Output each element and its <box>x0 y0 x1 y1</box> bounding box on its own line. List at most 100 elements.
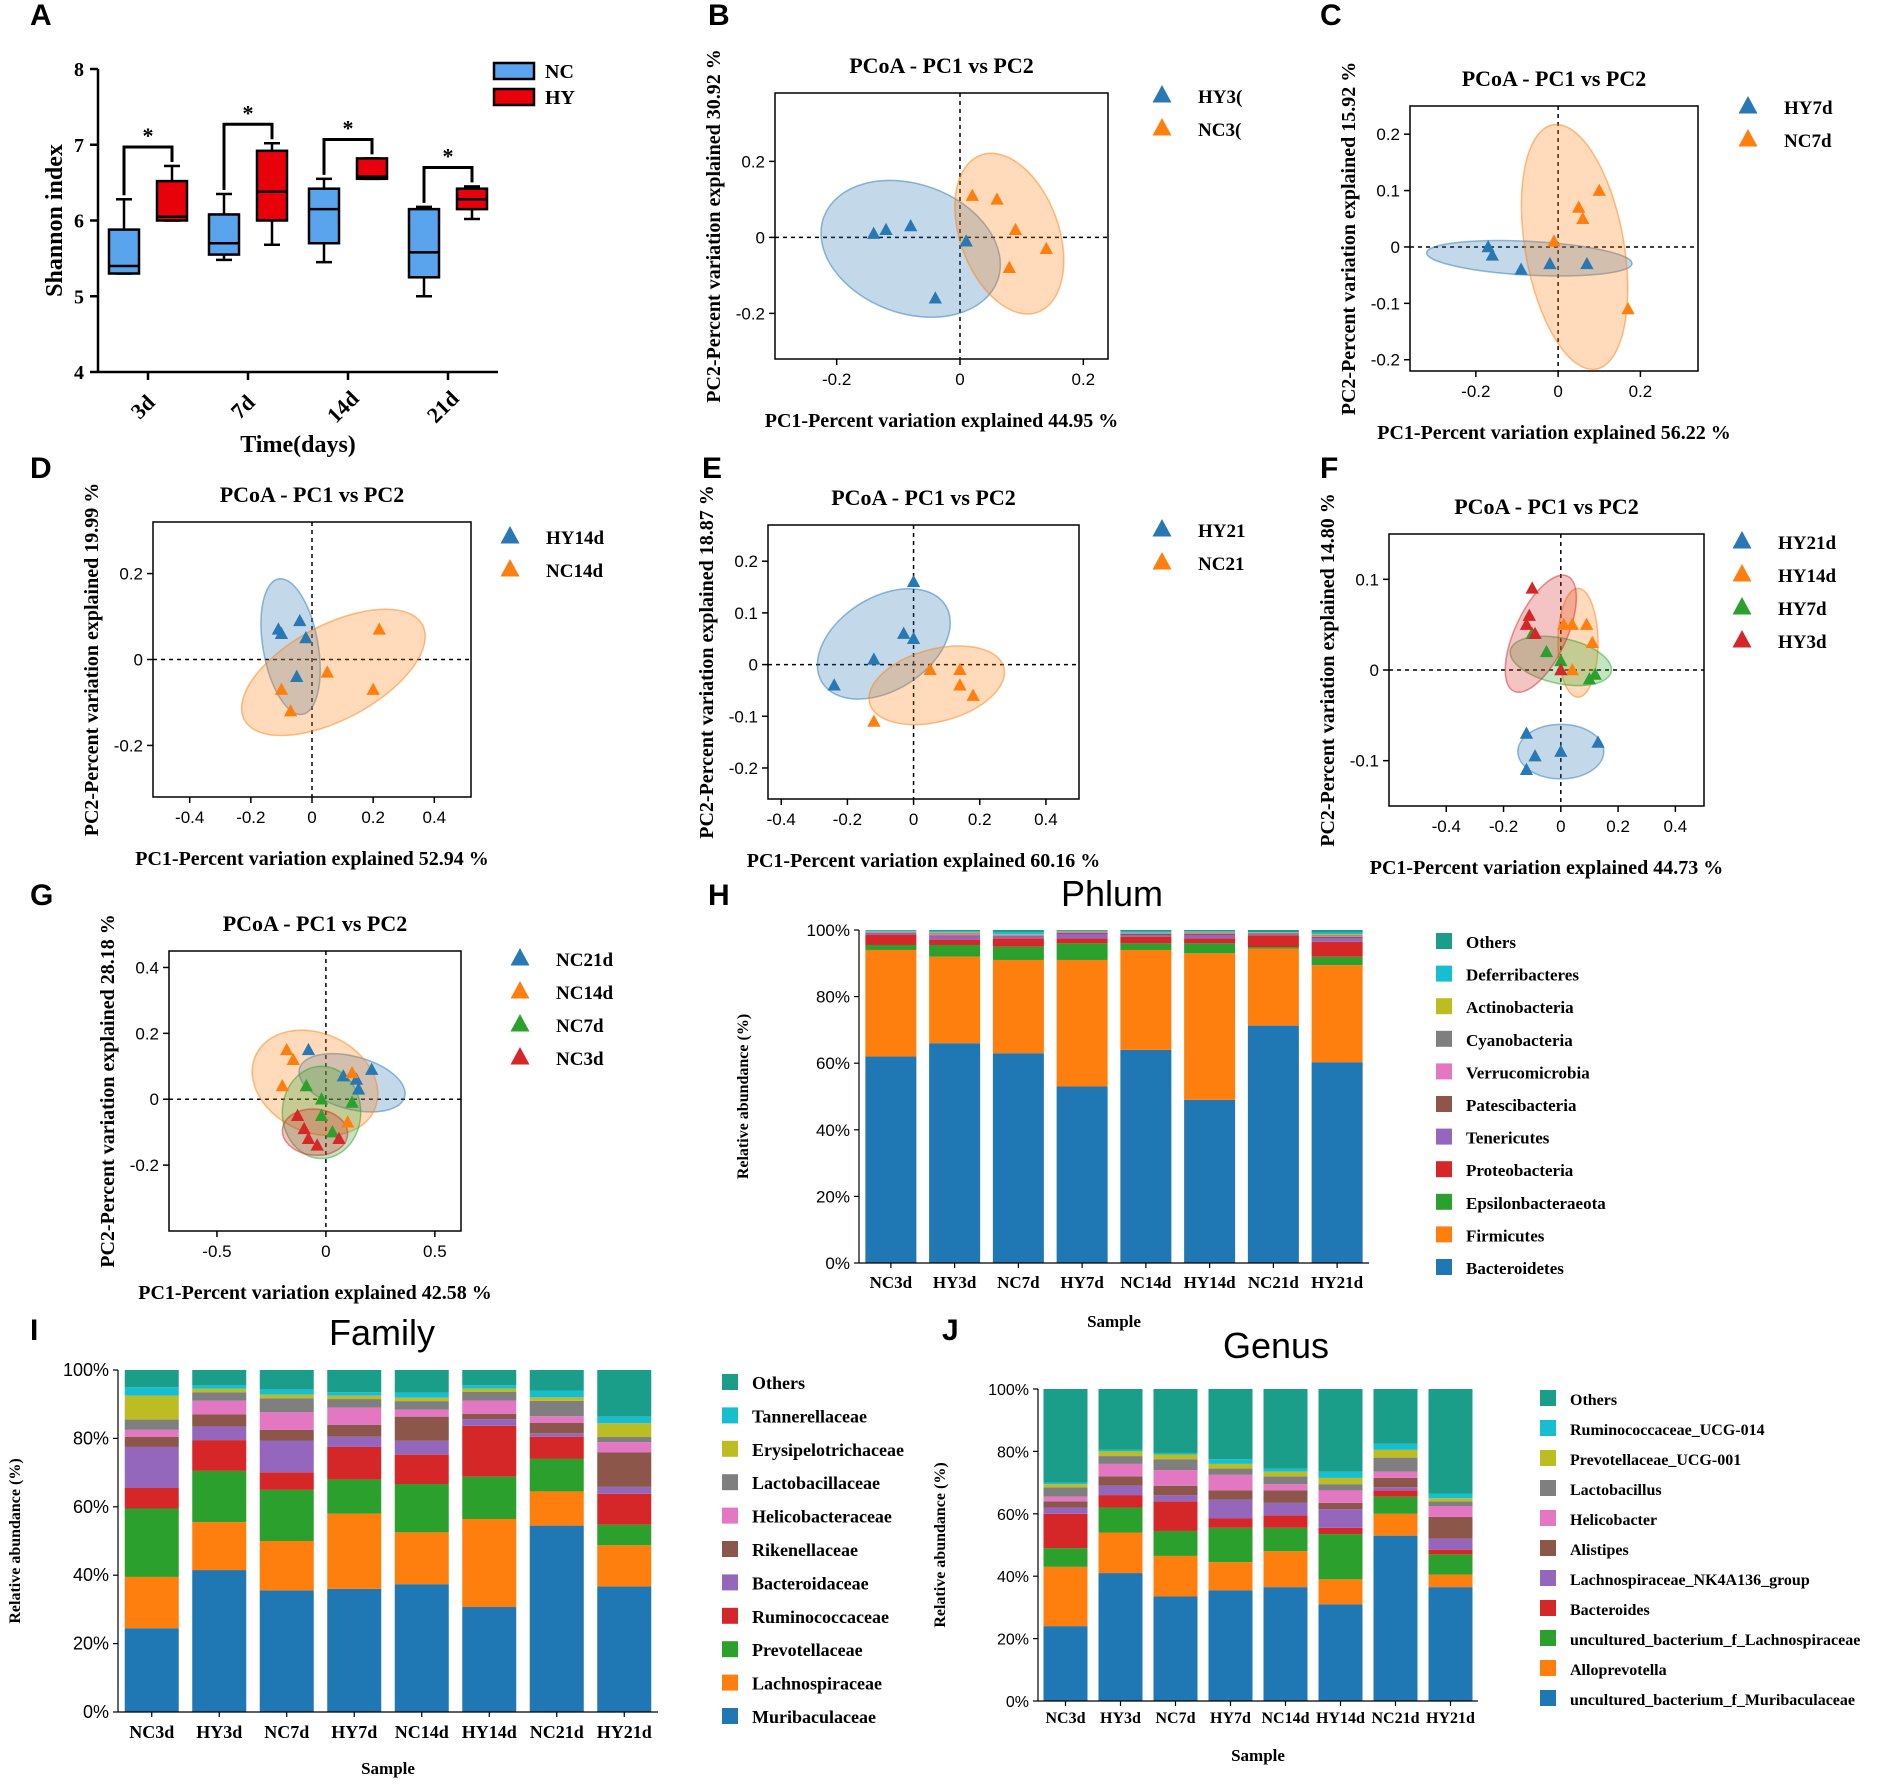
bar-segment <box>1056 930 1108 931</box>
legend-label: Lactobacillaceae <box>752 1473 880 1493</box>
x-axis-title: Sample <box>1231 1746 1285 1765</box>
legend-swatch <box>1436 1193 1452 1210</box>
y-axis-title: PC2-Percent variation explained 19.99 % <box>81 483 103 836</box>
panel-letter-h: H <box>708 879 730 912</box>
legend-label: NC <box>545 61 574 83</box>
x-tick-label: 0.4 <box>1034 810 1058 829</box>
bar-segment <box>462 1388 517 1393</box>
bar-segment <box>259 1398 314 1413</box>
legend-swatch <box>1540 1390 1556 1406</box>
bar-segment <box>1184 1099 1236 1263</box>
bar-segment <box>1373 1449 1418 1458</box>
legend-swatch <box>492 61 536 81</box>
bar-segment <box>462 1385 517 1389</box>
data-point <box>301 1131 316 1145</box>
bar-segment <box>865 934 917 945</box>
bar-segment <box>327 1370 382 1393</box>
chart-title: PCoA - PC1 vs PC2 <box>831 485 1016 510</box>
bar-segment <box>259 1541 314 1591</box>
bar-segment <box>1428 1549 1473 1555</box>
x-tick-label: -0.2 <box>1461 382 1490 401</box>
bar-segment <box>529 1433 584 1437</box>
legend-swatch <box>1436 933 1452 949</box>
shannon-box-chart: 4 5 6 7 8 Shannon index Time(days) 3d * 7d * 14d * 21… <box>42 59 576 458</box>
legend-swatch <box>1436 1226 1452 1243</box>
y-tick-label: 0.2 <box>1376 125 1400 144</box>
bar-segment <box>929 939 981 945</box>
bar-segment <box>192 1392 247 1401</box>
bar-segment <box>1056 959 1108 1087</box>
legend-marker <box>1152 519 1172 537</box>
panel-letter-i: I <box>30 1314 38 1347</box>
x-tick-label: -0.2 <box>1489 817 1518 836</box>
legend-marker <box>1738 96 1758 114</box>
bar-segment <box>1184 932 1236 933</box>
data-point <box>867 226 881 239</box>
bar-segment <box>124 1487 179 1509</box>
legend-label: Others <box>1466 933 1516 952</box>
bar-segment <box>1311 941 1363 957</box>
x-tick-label: -0.4 <box>767 810 796 829</box>
legend-label: Prevotellaceae_UCG-001 <box>1570 1452 1741 1469</box>
bar-segment <box>1120 933 1172 934</box>
bar-segment <box>1098 1449 1143 1452</box>
bar-segment <box>1120 1049 1172 1263</box>
confidence-ellipse <box>1520 123 1629 371</box>
bar-segment <box>929 930 981 932</box>
x-tick-label: HY14d <box>462 1722 517 1742</box>
legend-label: Others <box>1570 1392 1617 1409</box>
data-point <box>320 665 334 678</box>
bar-segment <box>1120 949 1172 1050</box>
bar-segment <box>992 934 1044 936</box>
bar-segment <box>259 1472 314 1490</box>
data-point <box>1554 744 1568 757</box>
bar-segment <box>192 1426 247 1441</box>
bar-segment <box>1184 953 1236 1100</box>
panel-letter-f: F <box>1320 452 1338 485</box>
confidence-ellipse <box>260 577 321 716</box>
x-tick-label: NC3d <box>870 1273 913 1292</box>
data-point <box>286 1052 300 1065</box>
x-tick-label: 0.5 <box>423 1242 447 1261</box>
legend-label: NC3( <box>1198 120 1241 141</box>
data-point <box>1565 617 1579 630</box>
x-tick-label: HY7d <box>1060 1273 1104 1292</box>
bar-segment <box>597 1545 652 1587</box>
bar-segment <box>259 1389 314 1395</box>
legend-label: Verrucomicrobia <box>1466 1063 1590 1082</box>
y-tick-label: 0 <box>749 656 758 675</box>
y-tick-label: 0.2 <box>135 1024 159 1043</box>
legend-label: HY <box>545 87 576 109</box>
bar-segment <box>1373 1389 1418 1444</box>
bar-segment <box>597 1493 652 1525</box>
bar-segment <box>394 1416 449 1441</box>
bar-segment <box>1153 1555 1198 1597</box>
legend-swatch <box>492 87 536 107</box>
bar-segment <box>1318 1490 1363 1503</box>
bar-segment <box>1208 1499 1253 1519</box>
y-tick-label: 0.4 <box>135 958 159 977</box>
y-tick-label: 80% <box>997 1444 1029 1461</box>
legend-label: NC14d <box>546 561 603 582</box>
x-axis-title: Time(days) <box>240 432 356 458</box>
legend-swatch <box>722 1407 738 1424</box>
bar-segment <box>1263 1471 1308 1477</box>
bar-segment <box>1153 1530 1198 1556</box>
bar-segment <box>1373 1457 1418 1472</box>
bar-segment <box>1318 1604 1363 1701</box>
bar-segment <box>1184 934 1236 939</box>
legend-swatch <box>1540 1420 1556 1436</box>
x-tick-label: HY3d <box>1100 1710 1141 1727</box>
significance-bracket <box>322 137 374 175</box>
bar-segment <box>1043 1513 1088 1549</box>
bar-segment <box>597 1416 652 1424</box>
data-point <box>274 626 289 639</box>
bar-segment <box>1428 1516 1473 1539</box>
bar-segment <box>259 1394 314 1399</box>
bar-segment <box>597 1486 652 1494</box>
legend-label: Alloprevotella <box>1570 1662 1667 1679</box>
legend-swatch <box>1436 1161 1452 1178</box>
data-point <box>990 192 1004 205</box>
data-point <box>1580 256 1594 270</box>
y-axis-title: Relative abundance (%) <box>932 1462 949 1627</box>
